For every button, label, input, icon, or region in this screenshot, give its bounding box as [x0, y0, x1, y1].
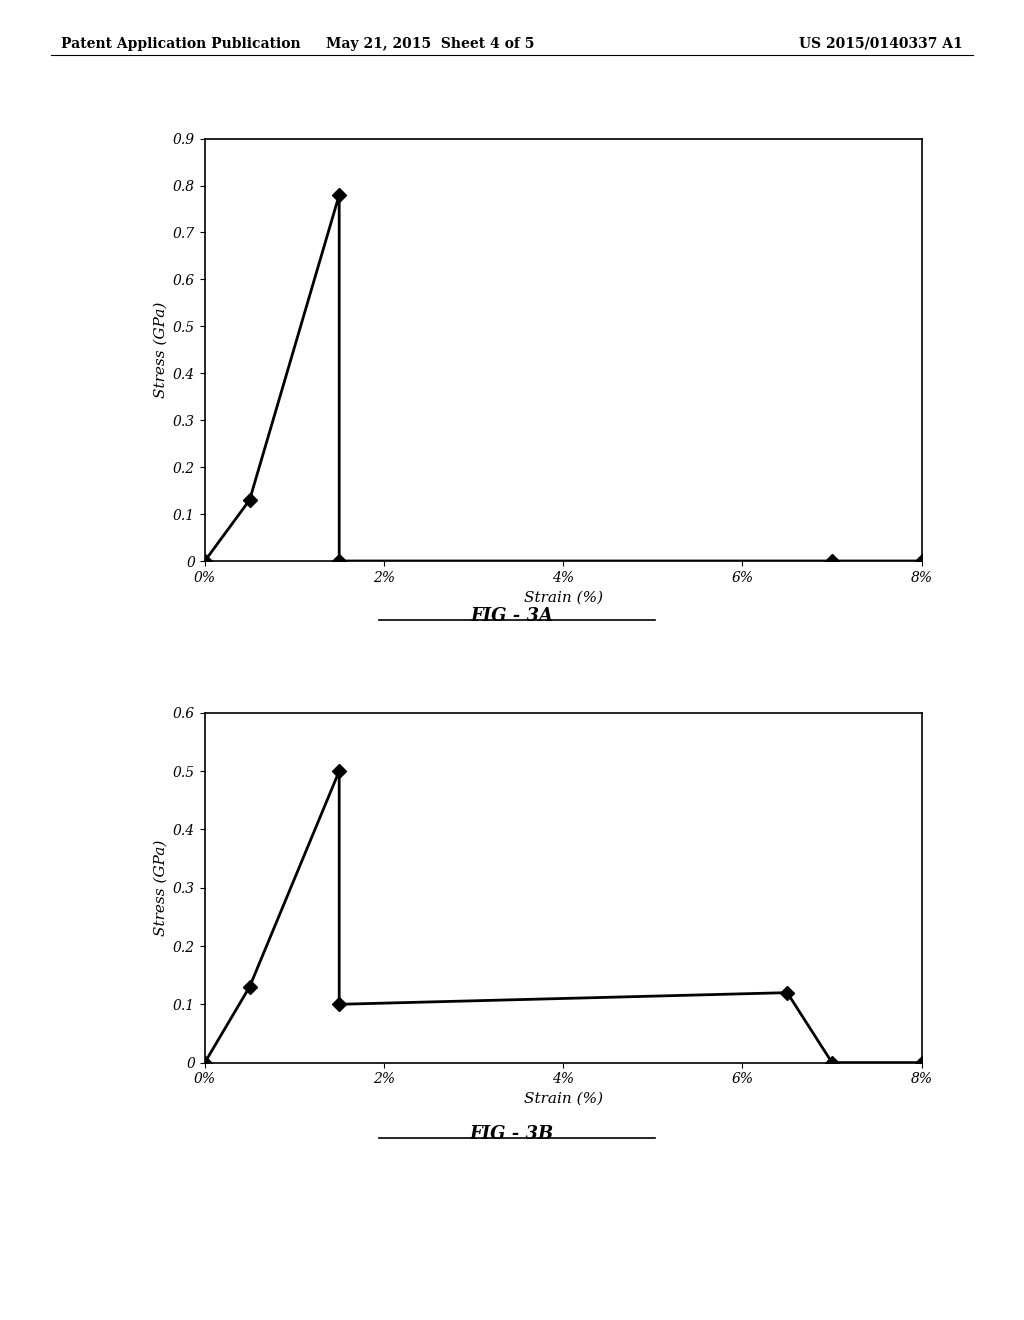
X-axis label: Strain (%): Strain (%) — [523, 590, 603, 605]
X-axis label: Strain (%): Strain (%) — [523, 1092, 603, 1106]
Y-axis label: Stress (GPa): Stress (GPa) — [154, 840, 167, 936]
Text: May 21, 2015  Sheet 4 of 5: May 21, 2015 Sheet 4 of 5 — [326, 37, 535, 51]
Y-axis label: Stress (GPa): Stress (GPa) — [154, 301, 167, 399]
Text: Patent Application Publication: Patent Application Publication — [61, 37, 301, 51]
Text: FIG - 3B: FIG - 3B — [470, 1125, 554, 1143]
Text: US 2015/0140337 A1: US 2015/0140337 A1 — [799, 37, 963, 51]
Text: FIG - 3A: FIG - 3A — [470, 607, 554, 626]
